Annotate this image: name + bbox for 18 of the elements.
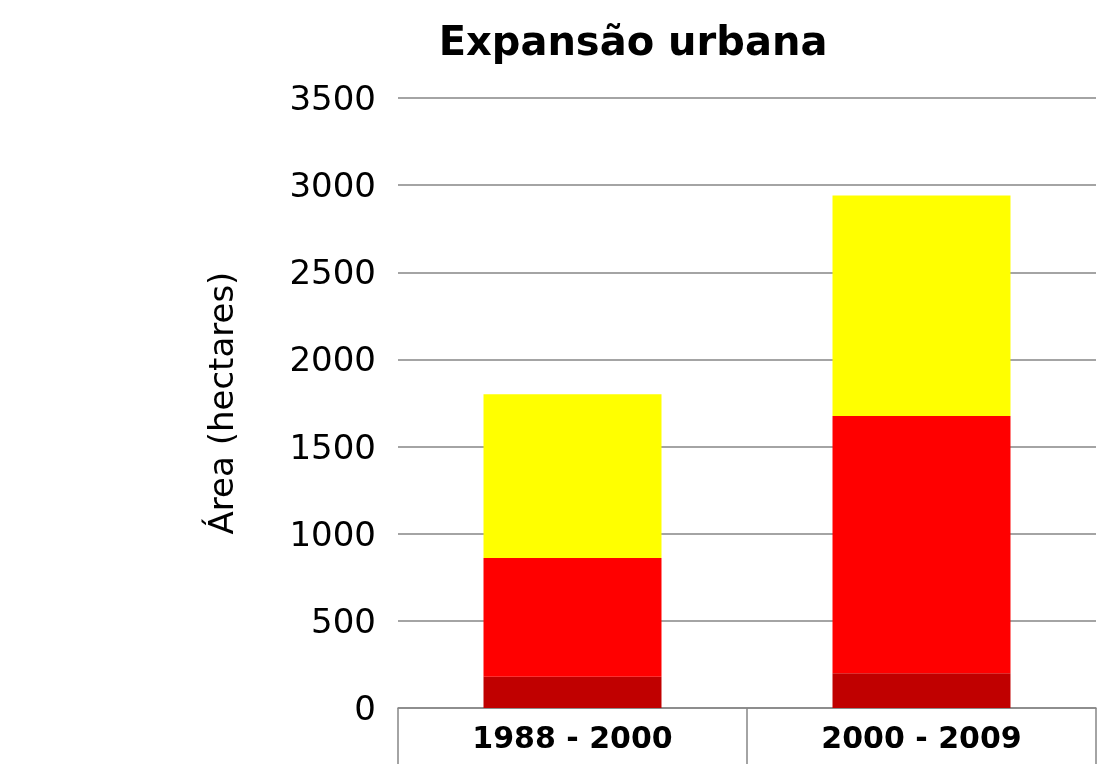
chart-title: Expansão urbana: [438, 18, 828, 64]
y-tick-label: 500: [311, 600, 376, 641]
y-tick-label: 3500: [289, 78, 376, 118]
y-tick-label: 2000: [289, 339, 376, 380]
bar: [832, 416, 1011, 674]
bar: [832, 673, 1011, 708]
y-tick-label: 3000: [289, 165, 376, 206]
bar: [483, 558, 662, 677]
bar: [832, 195, 1011, 417]
y-tick-label: 2500: [289, 252, 376, 293]
x-tick-label: 1988 - 2000: [472, 719, 673, 755]
y-tick-label: 1000: [289, 513, 376, 554]
bar: [483, 394, 662, 559]
bar: [483, 676, 662, 708]
y-tick-label: 0: [354, 688, 376, 728]
y-axis-title: Área (hectares): [201, 271, 241, 535]
y-tick-label: 1500: [289, 426, 376, 467]
x-tick-label: 2000 - 2009: [821, 719, 1022, 755]
